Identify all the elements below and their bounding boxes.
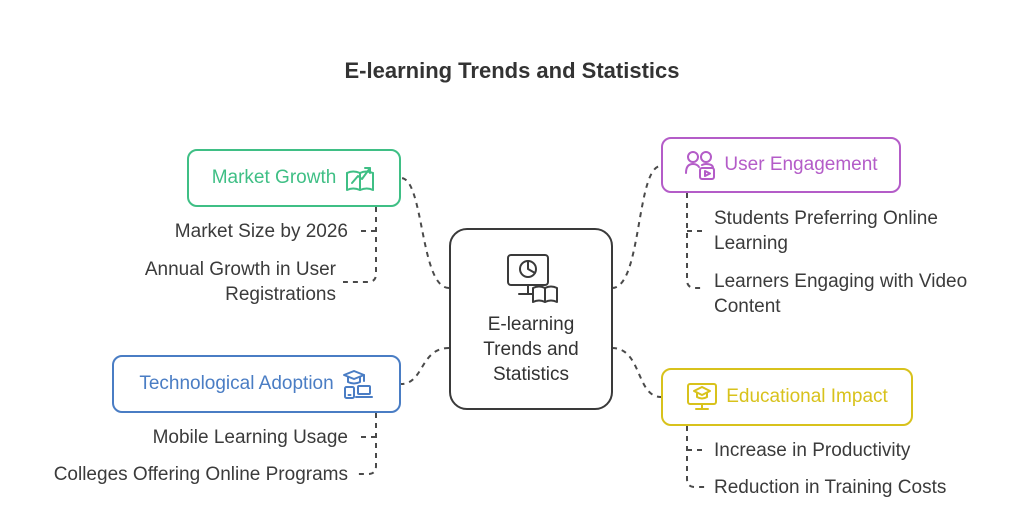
- colleges-online-item: Colleges Offering Online Programs: [53, 464, 348, 485]
- user-engagement-node: User Engagement: [661, 137, 901, 193]
- educational-impact-label: Educational Impact: [726, 386, 888, 407]
- users-video-icon: [684, 149, 716, 181]
- market-size-item: Market Size by 2026: [174, 221, 348, 242]
- diagram-title: E-learning Trends and Statistics: [344, 58, 680, 83]
- technological-adoption-node: Technological Adoption: [112, 355, 401, 413]
- center-label: E-learning Trends and Statistics: [483, 314, 579, 385]
- annual-growth-item: Annual Growth in User Registrations: [144, 259, 336, 305]
- students-preferring-item: Students Preferring Online Learning: [714, 208, 938, 254]
- educational-impact-node: Educational Impact: [661, 368, 913, 426]
- technological-adoption-label: Technological Adoption: [139, 373, 334, 394]
- mobile-learning-item: Mobile Learning Usage: [152, 427, 348, 448]
- market-growth-label: Market Growth: [211, 167, 337, 188]
- presentation-book-icon: [505, 252, 559, 309]
- graduate-devices-icon: [342, 368, 374, 400]
- user-engagement-label: User Engagement: [724, 154, 878, 175]
- training-costs-item: Reduction in Training Costs: [714, 477, 947, 498]
- video-content-item: Learners Engaging with Video Content: [714, 271, 968, 317]
- market-growth-node: Market Growth: [187, 149, 401, 207]
- graduate-screen-icon: [686, 381, 718, 413]
- productivity-item: Increase in Productivity: [714, 440, 911, 461]
- center-node: E-learning Trends and Statistics: [449, 228, 613, 410]
- growth-book-icon: [344, 163, 376, 193]
